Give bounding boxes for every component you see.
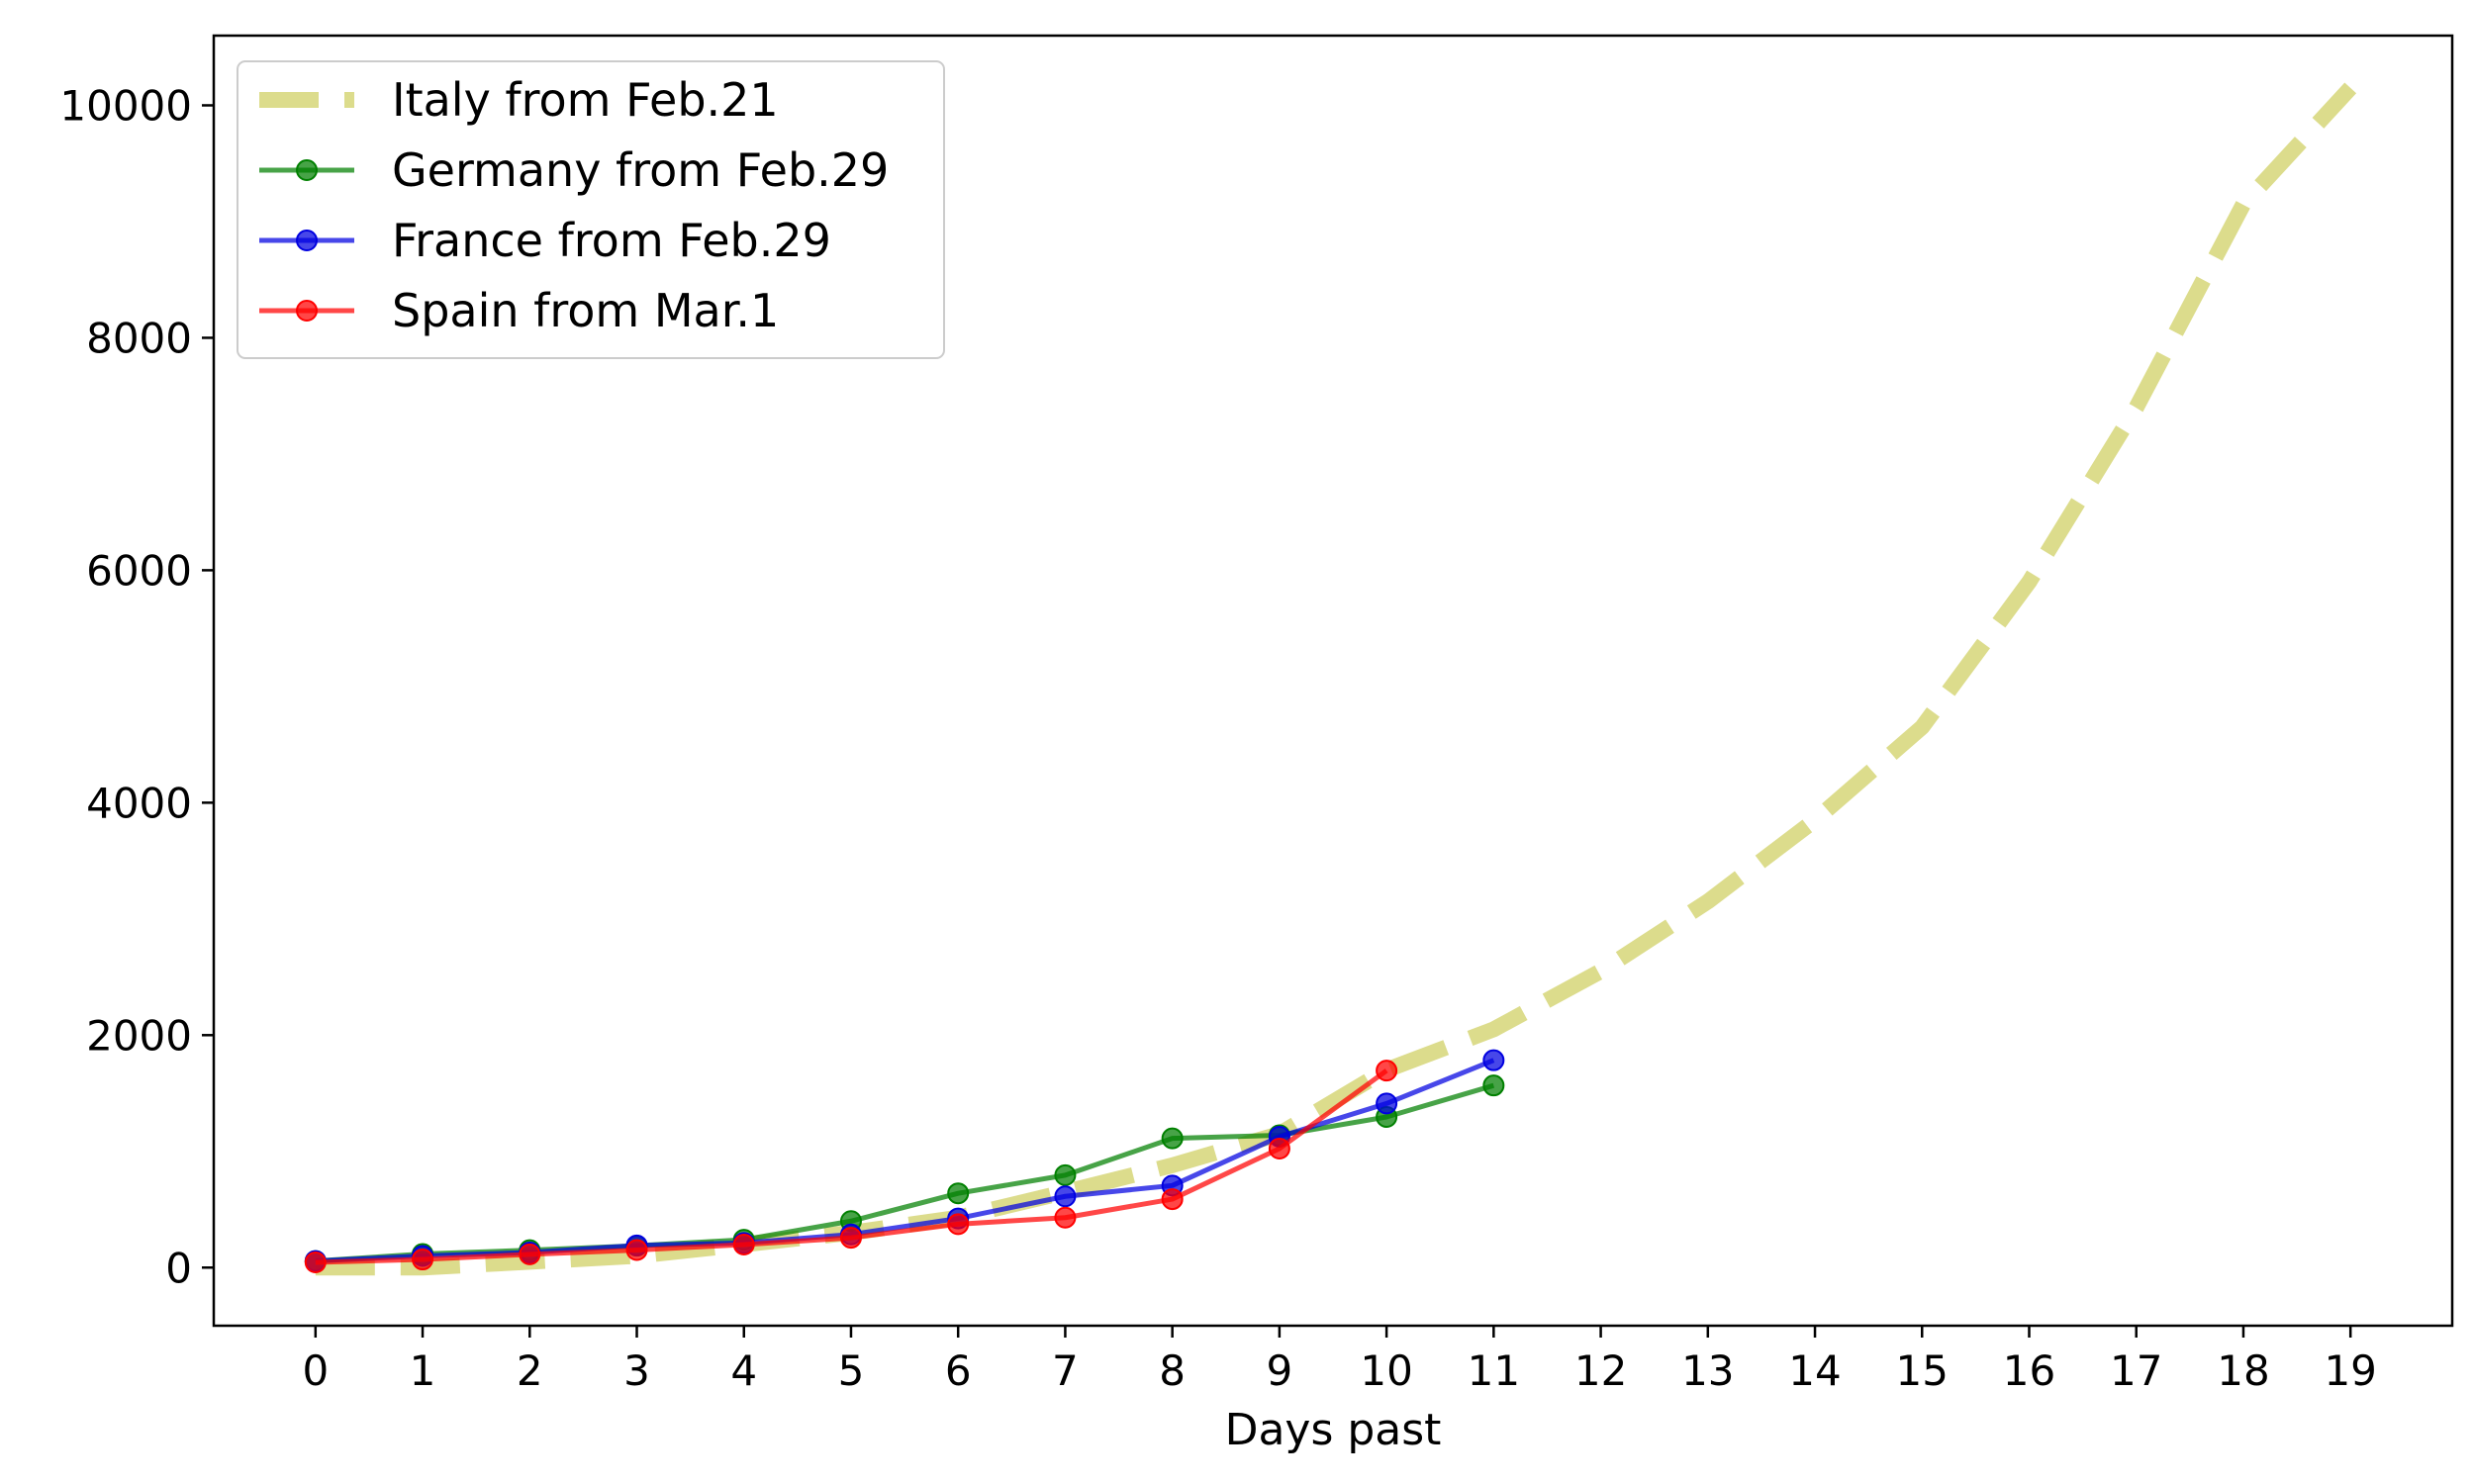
legend-label-italy: Italy from Feb.21	[392, 73, 779, 127]
series-line-italy	[315, 82, 2357, 1276]
data-point-france	[1054, 1185, 1077, 1208]
x-tick-label: 5	[838, 1346, 865, 1395]
legend-box	[237, 60, 945, 359]
data-point-france	[1482, 1049, 1505, 1071]
x-tick-label: 17	[2110, 1346, 2162, 1395]
x-tick-label: 8	[1159, 1346, 1186, 1395]
series-layer	[304, 82, 2357, 1276]
x-tick-label: 4	[730, 1346, 757, 1395]
data-point-germany	[1482, 1074, 1505, 1097]
legend-marker-spain	[296, 300, 318, 322]
series-spain	[304, 1060, 1398, 1273]
legend-marker-france	[296, 230, 318, 251]
x-tick-label: 12	[1574, 1346, 1627, 1395]
legend-label-germany: Germany from Feb.29	[392, 143, 889, 197]
data-point-spain	[1161, 1188, 1184, 1211]
data-point-germany	[1161, 1127, 1184, 1150]
data-point-germany	[947, 1182, 970, 1205]
data-point-spain	[947, 1213, 970, 1236]
x-tick-label: 2	[517, 1346, 543, 1395]
y-tick-label: 10000	[59, 81, 192, 130]
data-point-spain	[1268, 1137, 1290, 1159]
data-point-spain	[519, 1243, 541, 1265]
x-tick-label: 1	[410, 1346, 436, 1395]
x-axis-label: Days past	[1225, 1405, 1442, 1455]
y-tick-label: 0	[165, 1244, 192, 1292]
legend-label-spain: Spain from Mar.1	[392, 284, 779, 337]
legend-marker-germany	[296, 159, 318, 181]
x-tick-label: 18	[2217, 1346, 2269, 1395]
legend: Italy from Feb.21 Germany from Feb.29 Fran…	[237, 60, 945, 359]
x-tick-label: 3	[623, 1346, 650, 1395]
x-tick-label: 15	[1896, 1346, 1949, 1395]
x-tick-label: 6	[945, 1346, 972, 1395]
x-tick-label: 10	[1360, 1346, 1412, 1395]
data-point-spain	[304, 1251, 327, 1273]
data-point-france	[1376, 1092, 1398, 1115]
data-point-spain	[1054, 1206, 1077, 1229]
x-tick-label: 14	[1788, 1346, 1841, 1395]
y-tick-label: 8000	[86, 314, 192, 362]
x-tick-label: 13	[1681, 1346, 1734, 1395]
x-tick-label: 19	[2324, 1346, 2376, 1395]
legend-label-france: France from Feb.29	[392, 214, 831, 267]
series-italy	[315, 82, 2357, 1276]
x-tick-label: 9	[1267, 1346, 1293, 1395]
data-point-spain	[412, 1249, 434, 1271]
data-point-spain	[1376, 1060, 1398, 1082]
x-axis-ticks: 0 1 2 3 4 5 6 7 8 9 10 11 12 13 14 15 16 17 18 19	[302, 1326, 2377, 1395]
y-tick-label: 4000	[86, 779, 192, 827]
x-tick-label: 16	[2003, 1346, 2055, 1395]
x-tick-label: 7	[1052, 1346, 1079, 1395]
data-point-spain	[732, 1234, 755, 1256]
data-point-spain	[839, 1227, 862, 1250]
y-axis-ticks: 0 2000 4000 6000 8000 10000	[59, 81, 214, 1292]
data-point-germany	[1054, 1163, 1077, 1186]
y-tick-label: 2000	[86, 1011, 192, 1060]
data-point-spain	[625, 1239, 648, 1261]
x-tick-label: 0	[302, 1346, 329, 1395]
y-tick-label: 6000	[86, 546, 192, 595]
x-tick-label: 11	[1468, 1346, 1520, 1395]
